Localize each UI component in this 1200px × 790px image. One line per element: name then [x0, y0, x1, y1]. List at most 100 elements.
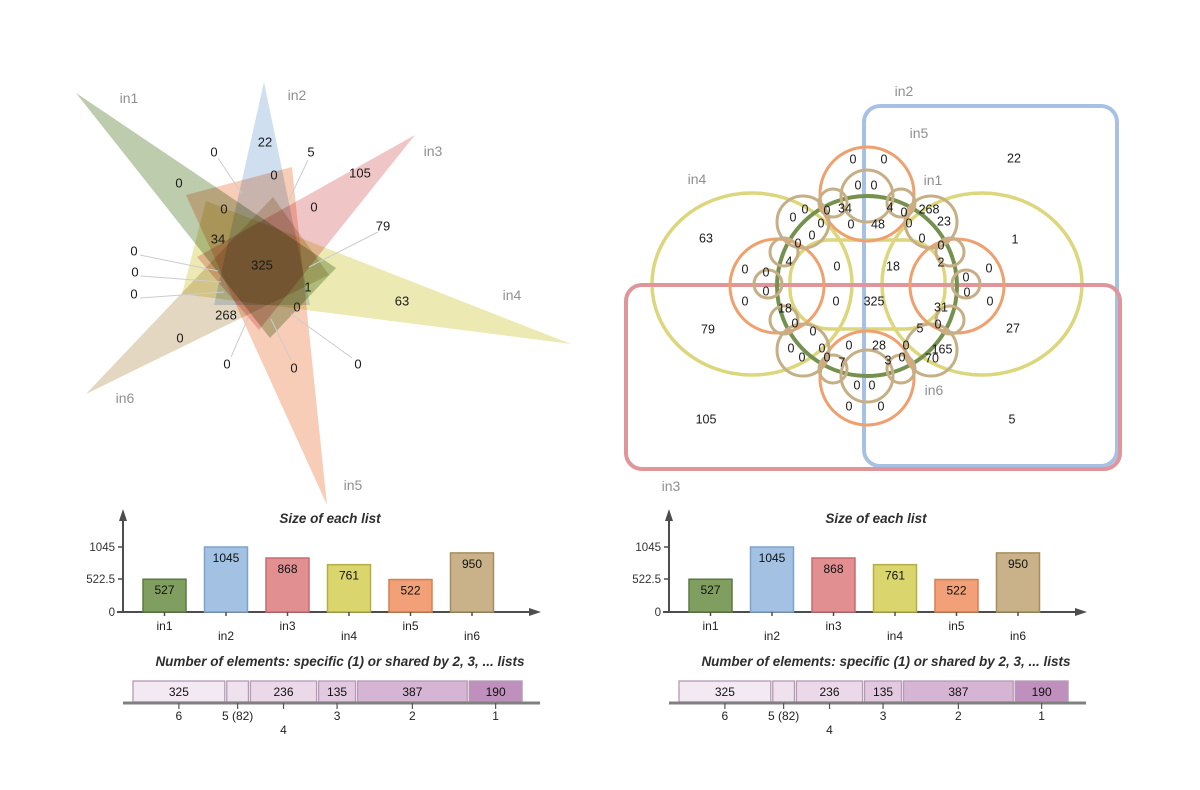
venn-region-count[interactable]: 48: [871, 218, 885, 232]
venn-region-count[interactable]: 5: [1009, 413, 1016, 427]
venn-region-count[interactable]: 105: [349, 166, 371, 181]
venn-set-outline-in5-1[interactable]: [818, 329, 916, 427]
venn-region-count[interactable]: 0: [131, 265, 138, 280]
venn-region-count[interactable]: 0: [854, 379, 861, 393]
venn-region-count[interactable]: 34: [838, 202, 852, 216]
venn-set-outline-in6-6[interactable]: [950, 268, 982, 300]
venn-region-count[interactable]: 0: [938, 239, 945, 253]
venn-set-outline-in3[interactable]: [624, 283, 1122, 471]
venn-region-count[interactable]: 3: [885, 354, 892, 368]
venn-region-count[interactable]: 0: [986, 262, 993, 276]
venn-region-count[interactable]: 5: [307, 145, 314, 160]
venn-region-count[interactable]: 0: [790, 211, 797, 225]
venn-region-count[interactable]: 0: [310, 200, 317, 215]
venn-region-count[interactable]: 0: [788, 342, 795, 356]
venn-set-outline-in6-8[interactable]: [885, 187, 917, 219]
venn-region-count[interactable]: 23: [937, 215, 951, 229]
venn-region-count[interactable]: 0: [963, 271, 970, 285]
venn-region-count[interactable]: 0: [799, 351, 806, 365]
venn-region-count[interactable]: 22: [258, 135, 272, 150]
venn-region-count[interactable]: 18: [886, 260, 900, 274]
venn-region-count[interactable]: 0: [919, 232, 926, 246]
venn-region-count[interactable]: 5: [917, 322, 924, 336]
venn-region-count[interactable]: 0: [742, 295, 749, 309]
venn-set-outline-in6-13[interactable]: [885, 353, 917, 385]
venn-region-count[interactable]: 0: [223, 357, 230, 372]
venn-region-count[interactable]: 0: [935, 318, 942, 332]
venn-region-count[interactable]: 0: [824, 204, 831, 218]
venn-region-count[interactable]: 31: [934, 301, 948, 315]
venn-set-outline-in6-7[interactable]: [752, 268, 784, 300]
venn-region-count[interactable]: 268: [919, 203, 940, 217]
venn-region-count[interactable]: 79: [376, 219, 390, 234]
venn-region-count[interactable]: 0: [964, 286, 971, 300]
venn-region-count[interactable]: 0: [869, 379, 876, 393]
venn-region-count[interactable]: 0: [834, 260, 841, 274]
venn-set-outline-in6-5[interactable]: [775, 194, 831, 250]
venn-region-count[interactable]: 0: [809, 229, 816, 243]
venn-region-count[interactable]: 0: [850, 153, 857, 167]
venn-region-count[interactable]: 0: [354, 357, 361, 372]
venn-region-count[interactable]: 63: [395, 294, 409, 309]
venn-region-count[interactable]: 0: [899, 351, 906, 365]
venn-region-count[interactable]: 0: [824, 351, 831, 365]
venn-set-outline-in6-3[interactable]: [839, 348, 895, 404]
venn-set-outline-in6-0[interactable]: [839, 168, 895, 224]
venn-region-count[interactable]: 18: [778, 302, 792, 316]
venn-region-count[interactable]: 0: [846, 400, 853, 414]
venn-region-count[interactable]: 0: [175, 176, 182, 191]
venn-region-count[interactable]: 0: [833, 295, 840, 309]
venn-region-count[interactable]: 0: [802, 203, 809, 217]
venn-set-outline-in5-0[interactable]: [818, 145, 916, 243]
venn-region-count[interactable]: 0: [906, 217, 913, 231]
venn-region-count[interactable]: 0: [878, 400, 885, 414]
venn-region-count[interactable]: 4: [786, 255, 793, 269]
venn-set-outline-in6-12[interactable]: [817, 353, 849, 385]
venn-region-count[interactable]: 0: [763, 285, 770, 299]
venn-region-count[interactable]: 325: [864, 295, 885, 309]
venn-region-count[interactable]: 0: [810, 325, 817, 339]
venn-region-count[interactable]: 268: [215, 308, 237, 323]
venn-region-count[interactable]: 0: [792, 317, 799, 331]
venn-region-count[interactable]: 0: [130, 287, 137, 302]
venn-region-count[interactable]: 325: [251, 258, 273, 273]
venn-region-count[interactable]: 0: [270, 168, 277, 183]
venn-region-count[interactable]: 0: [210, 145, 217, 160]
venn-region-count[interactable]: 4: [887, 201, 894, 215]
venn-region-count[interactable]: 0: [763, 266, 770, 280]
venn-region-count[interactable]: 63: [699, 232, 713, 246]
venn-region-count[interactable]: 27: [1006, 322, 1020, 336]
venn-region-count[interactable]: 0: [855, 179, 862, 193]
venn-region-count[interactable]: 28: [872, 339, 886, 353]
venn-region-count[interactable]: 0: [293, 300, 300, 315]
venn-region-count[interactable]: 0: [901, 206, 908, 220]
venn-region-count[interactable]: 70: [925, 352, 939, 366]
venn-region-count[interactable]: 7: [839, 356, 846, 370]
venn-region-count[interactable]: 0: [130, 244, 137, 259]
venn-region-count[interactable]: 0: [871, 179, 878, 193]
venn-region-count[interactable]: 0: [176, 331, 183, 346]
venn-region-count[interactable]: 0: [818, 217, 825, 231]
venn-region-count[interactable]: 1: [304, 280, 311, 295]
venn-region-count[interactable]: 0: [819, 342, 826, 356]
venn-region-count[interactable]: 165: [932, 343, 953, 357]
venn-set-outline-in6-14[interactable]: [934, 304, 966, 336]
venn-region-count[interactable]: 0: [795, 237, 802, 251]
venn-region-count[interactable]: 2: [938, 256, 945, 270]
venn-region-count[interactable]: 0: [987, 295, 994, 309]
venn-region-count[interactable]: 0: [848, 218, 855, 232]
venn-set-outline-in6-10[interactable]: [768, 236, 800, 268]
venn-region-count[interactable]: 0: [742, 263, 749, 277]
venn-set-outline-in6-4[interactable]: [775, 322, 831, 378]
venn-region-count[interactable]: 79: [701, 323, 715, 337]
venn-set-outline-in6-11[interactable]: [768, 304, 800, 336]
venn-set-outline-in6-15[interactable]: [934, 236, 966, 268]
venn-region-count[interactable]: 0: [881, 153, 888, 167]
venn-region-count[interactable]: 0: [846, 339, 853, 353]
venn-set-outline-in6-9[interactable]: [817, 187, 849, 219]
venn-region-count[interactable]: 0: [903, 339, 910, 353]
venn-region-count[interactable]: 34: [211, 232, 225, 247]
venn-region-count[interactable]: 0: [290, 361, 297, 376]
venn-set-outline-in6-2[interactable]: [903, 322, 959, 378]
venn-region-count[interactable]: 105: [696, 413, 717, 427]
